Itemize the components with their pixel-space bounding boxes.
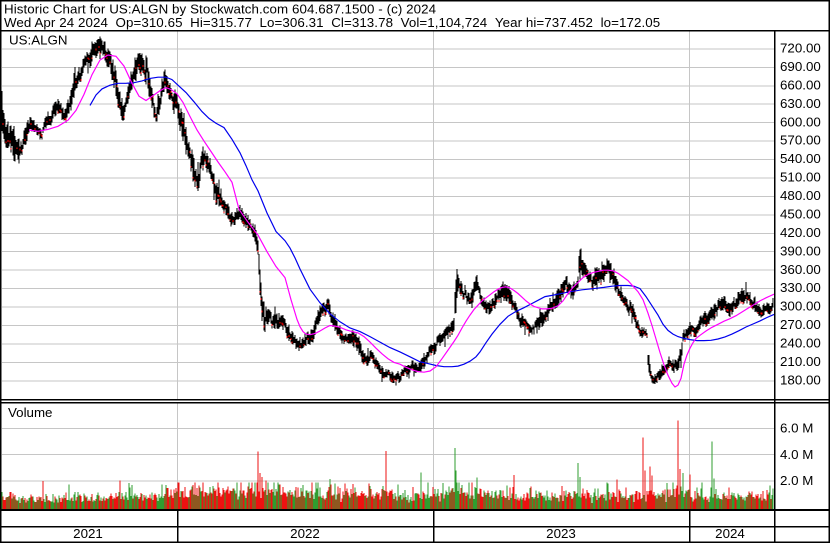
svg-text:480.00: 480.00 [780, 188, 821, 203]
svg-text:600.00: 600.00 [780, 114, 821, 129]
svg-text:210.00: 210.00 [780, 354, 821, 369]
svg-text:660.00: 660.00 [780, 77, 821, 92]
svg-text:450.00: 450.00 [780, 207, 821, 222]
svg-text:720.00: 720.00 [780, 41, 821, 56]
svg-text:540.00: 540.00 [780, 151, 821, 166]
svg-text:Wed Apr 24 2024 Op=310.65 Hi: Wed Apr 24 2024 Op=310.65 Hi=315.77 Lo=3… [4, 15, 660, 30]
svg-text:420.00: 420.00 [780, 225, 821, 240]
svg-text:270.00: 270.00 [780, 317, 821, 332]
svg-text:US:ALGN: US:ALGN [9, 33, 68, 48]
svg-text:180.00: 180.00 [780, 372, 821, 387]
svg-text:Volume: Volume [8, 405, 52, 420]
svg-text:2022: 2022 [290, 526, 320, 541]
svg-text:Historic Chart for US:ALGN by: Historic Chart for US:ALGN by Stockwatch… [4, 2, 437, 17]
svg-text:690.00: 690.00 [780, 59, 821, 74]
svg-text:360.00: 360.00 [780, 262, 821, 277]
svg-text:2023: 2023 [546, 526, 576, 541]
svg-text:510.00: 510.00 [780, 170, 821, 185]
svg-text:2024: 2024 [715, 526, 745, 541]
svg-text:240.00: 240.00 [780, 336, 821, 351]
svg-text:300.00: 300.00 [780, 299, 821, 314]
svg-text:4.0 M: 4.0 M [780, 447, 813, 462]
svg-text:6.0 M: 6.0 M [780, 421, 813, 436]
svg-text:330.00: 330.00 [780, 280, 821, 295]
svg-text:390.00: 390.00 [780, 243, 821, 258]
svg-text:2021: 2021 [73, 526, 103, 541]
svg-text:630.00: 630.00 [780, 96, 821, 111]
svg-text:570.00: 570.00 [780, 133, 821, 148]
svg-text:2.0 M: 2.0 M [780, 473, 813, 488]
